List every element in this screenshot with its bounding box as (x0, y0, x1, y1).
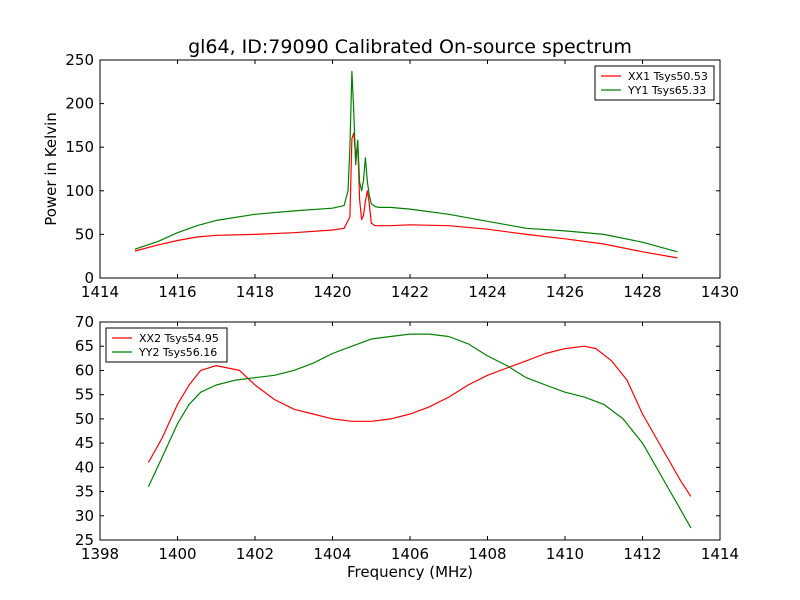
y-tick-label: 100 (65, 182, 94, 200)
x-tick-label: 1424 (468, 283, 506, 301)
x-axis-label: Frequency (MHz) (347, 563, 473, 581)
y-tick-label: 45 (75, 434, 94, 452)
x-tick-label: 1398 (81, 545, 119, 563)
y-tick-label: 65 (75, 337, 94, 355)
legend-box (105, 327, 228, 363)
x-tick-label: 1428 (623, 283, 661, 301)
legend-label: YY1 Tsys65.33 (627, 84, 706, 97)
y-tick-label: 250 (65, 51, 94, 69)
series-line-1 (134, 132, 678, 259)
legend-label: YY2 Tsys56.16 (138, 346, 217, 359)
x-tick-label: 1402 (236, 545, 274, 563)
x-tick-label: 1430 (701, 283, 739, 301)
y-tick-label: 25 (75, 531, 94, 549)
y-tick-label: 35 (75, 483, 94, 501)
y-tick-label: 60 (75, 361, 94, 379)
y-tick-label: 0 (84, 269, 94, 287)
legend-box (594, 65, 715, 101)
series-line-1 (147, 345, 692, 497)
y-tick-label: 50 (75, 225, 94, 243)
y-tick-label: 70 (75, 313, 94, 331)
series-line-2 (134, 70, 678, 253)
x-tick-label: 1404 (313, 545, 351, 563)
tick-layer: 1398 1400 1402 1404 1406 1408 1410 1412 1414 25 30… (75, 313, 739, 563)
x-tick-label: 1414 (81, 283, 119, 301)
x-tick-label: 1420 (313, 283, 351, 301)
plot-frame (99, 321, 721, 541)
series-layer (147, 333, 692, 529)
y-tick-label: 40 (75, 458, 94, 476)
y-tick-label: 30 (75, 507, 94, 525)
top-chart-panel: gl64, ID:79090 Calibrated On-source spec… (42, 36, 739, 301)
y-tick-label: 200 (65, 95, 94, 113)
tick-layer: 1414 1416 1418 1420 1422 1424 1426 1428 1430 0 50 1… (65, 51, 739, 301)
plot-frame (99, 59, 721, 279)
x-tick-label: 1414 (701, 545, 739, 563)
x-tick-label: 1406 (391, 545, 429, 563)
legend-label: XX1 Tsys50.53 (628, 70, 708, 83)
x-tick-label: 1426 (546, 283, 584, 301)
y-tick-label: 150 (65, 138, 94, 156)
series-line-2 (147, 333, 692, 529)
legend-label: XX2 Tsys54.95 (139, 332, 219, 345)
y-tick-label: 50 (75, 410, 94, 428)
x-tick-label: 1408 (468, 545, 506, 563)
chart-title: gl64, ID:79090 Calibrated On-source spec… (188, 36, 632, 58)
series-layer (134, 70, 678, 259)
x-tick-label: 1418 (236, 283, 274, 301)
x-tick-label: 1416 (158, 283, 196, 301)
x-tick-label: 1422 (391, 283, 429, 301)
bottom-chart-panel: Frequency (MHz) 1398 1400 1402 1404 1406 1408… (75, 313, 739, 581)
y-axis-label: Power in Kelvin (42, 112, 60, 226)
y-tick-label: 55 (75, 386, 94, 404)
x-tick-label: 1410 (546, 545, 584, 563)
x-tick-label: 1400 (158, 545, 196, 563)
x-tick-label: 1412 (623, 545, 661, 563)
